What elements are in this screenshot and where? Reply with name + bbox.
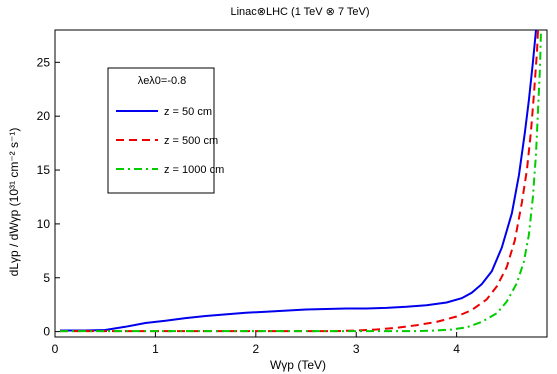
x-tick-label: 4 bbox=[453, 342, 460, 356]
chart-title: Linac⊗LHC (1 TeV ⊗ 7 TeV) bbox=[230, 6, 369, 18]
plot-frame bbox=[54, 29, 548, 338]
x-tick-label: 2 bbox=[252, 342, 259, 356]
y-tick-label: 10 bbox=[37, 217, 51, 231]
y-tick-label: 5 bbox=[43, 271, 50, 285]
series-line-1 bbox=[60, 29, 537, 332]
legend-label-2: z = 500 cm bbox=[164, 135, 218, 147]
x-tick-label: 0 bbox=[52, 342, 59, 356]
x-tick-label: 3 bbox=[353, 342, 360, 356]
y-tick-label: 25 bbox=[37, 55, 51, 69]
series-line-3 bbox=[60, 29, 542, 333]
legend-label-3: z = 1000 cm bbox=[164, 164, 224, 176]
legend-box bbox=[107, 67, 215, 194]
x-axis-label: Wγp (TeV) bbox=[270, 358, 326, 372]
legend-header: λeλ0=-0.8 bbox=[138, 75, 187, 87]
x-tick-label: 1 bbox=[152, 342, 159, 356]
y-axis-label: dLγp / dWγp (10³¹ cm⁻² s⁻¹) bbox=[7, 128, 21, 277]
series-lines bbox=[60, 29, 542, 333]
y-tick-label: 15 bbox=[37, 163, 51, 177]
axis-ticks: 0 1 2 3 4 0 5 10 15 20 25 bbox=[37, 55, 461, 356]
y-tick-label: 20 bbox=[37, 109, 51, 123]
y-tick-label: 0 bbox=[43, 325, 50, 339]
legend-label-1: z = 50 cm bbox=[164, 106, 212, 118]
legend: λeλ0=-0.8 z = 50 cm z = 500 cm z = 1000 cm bbox=[107, 67, 224, 194]
